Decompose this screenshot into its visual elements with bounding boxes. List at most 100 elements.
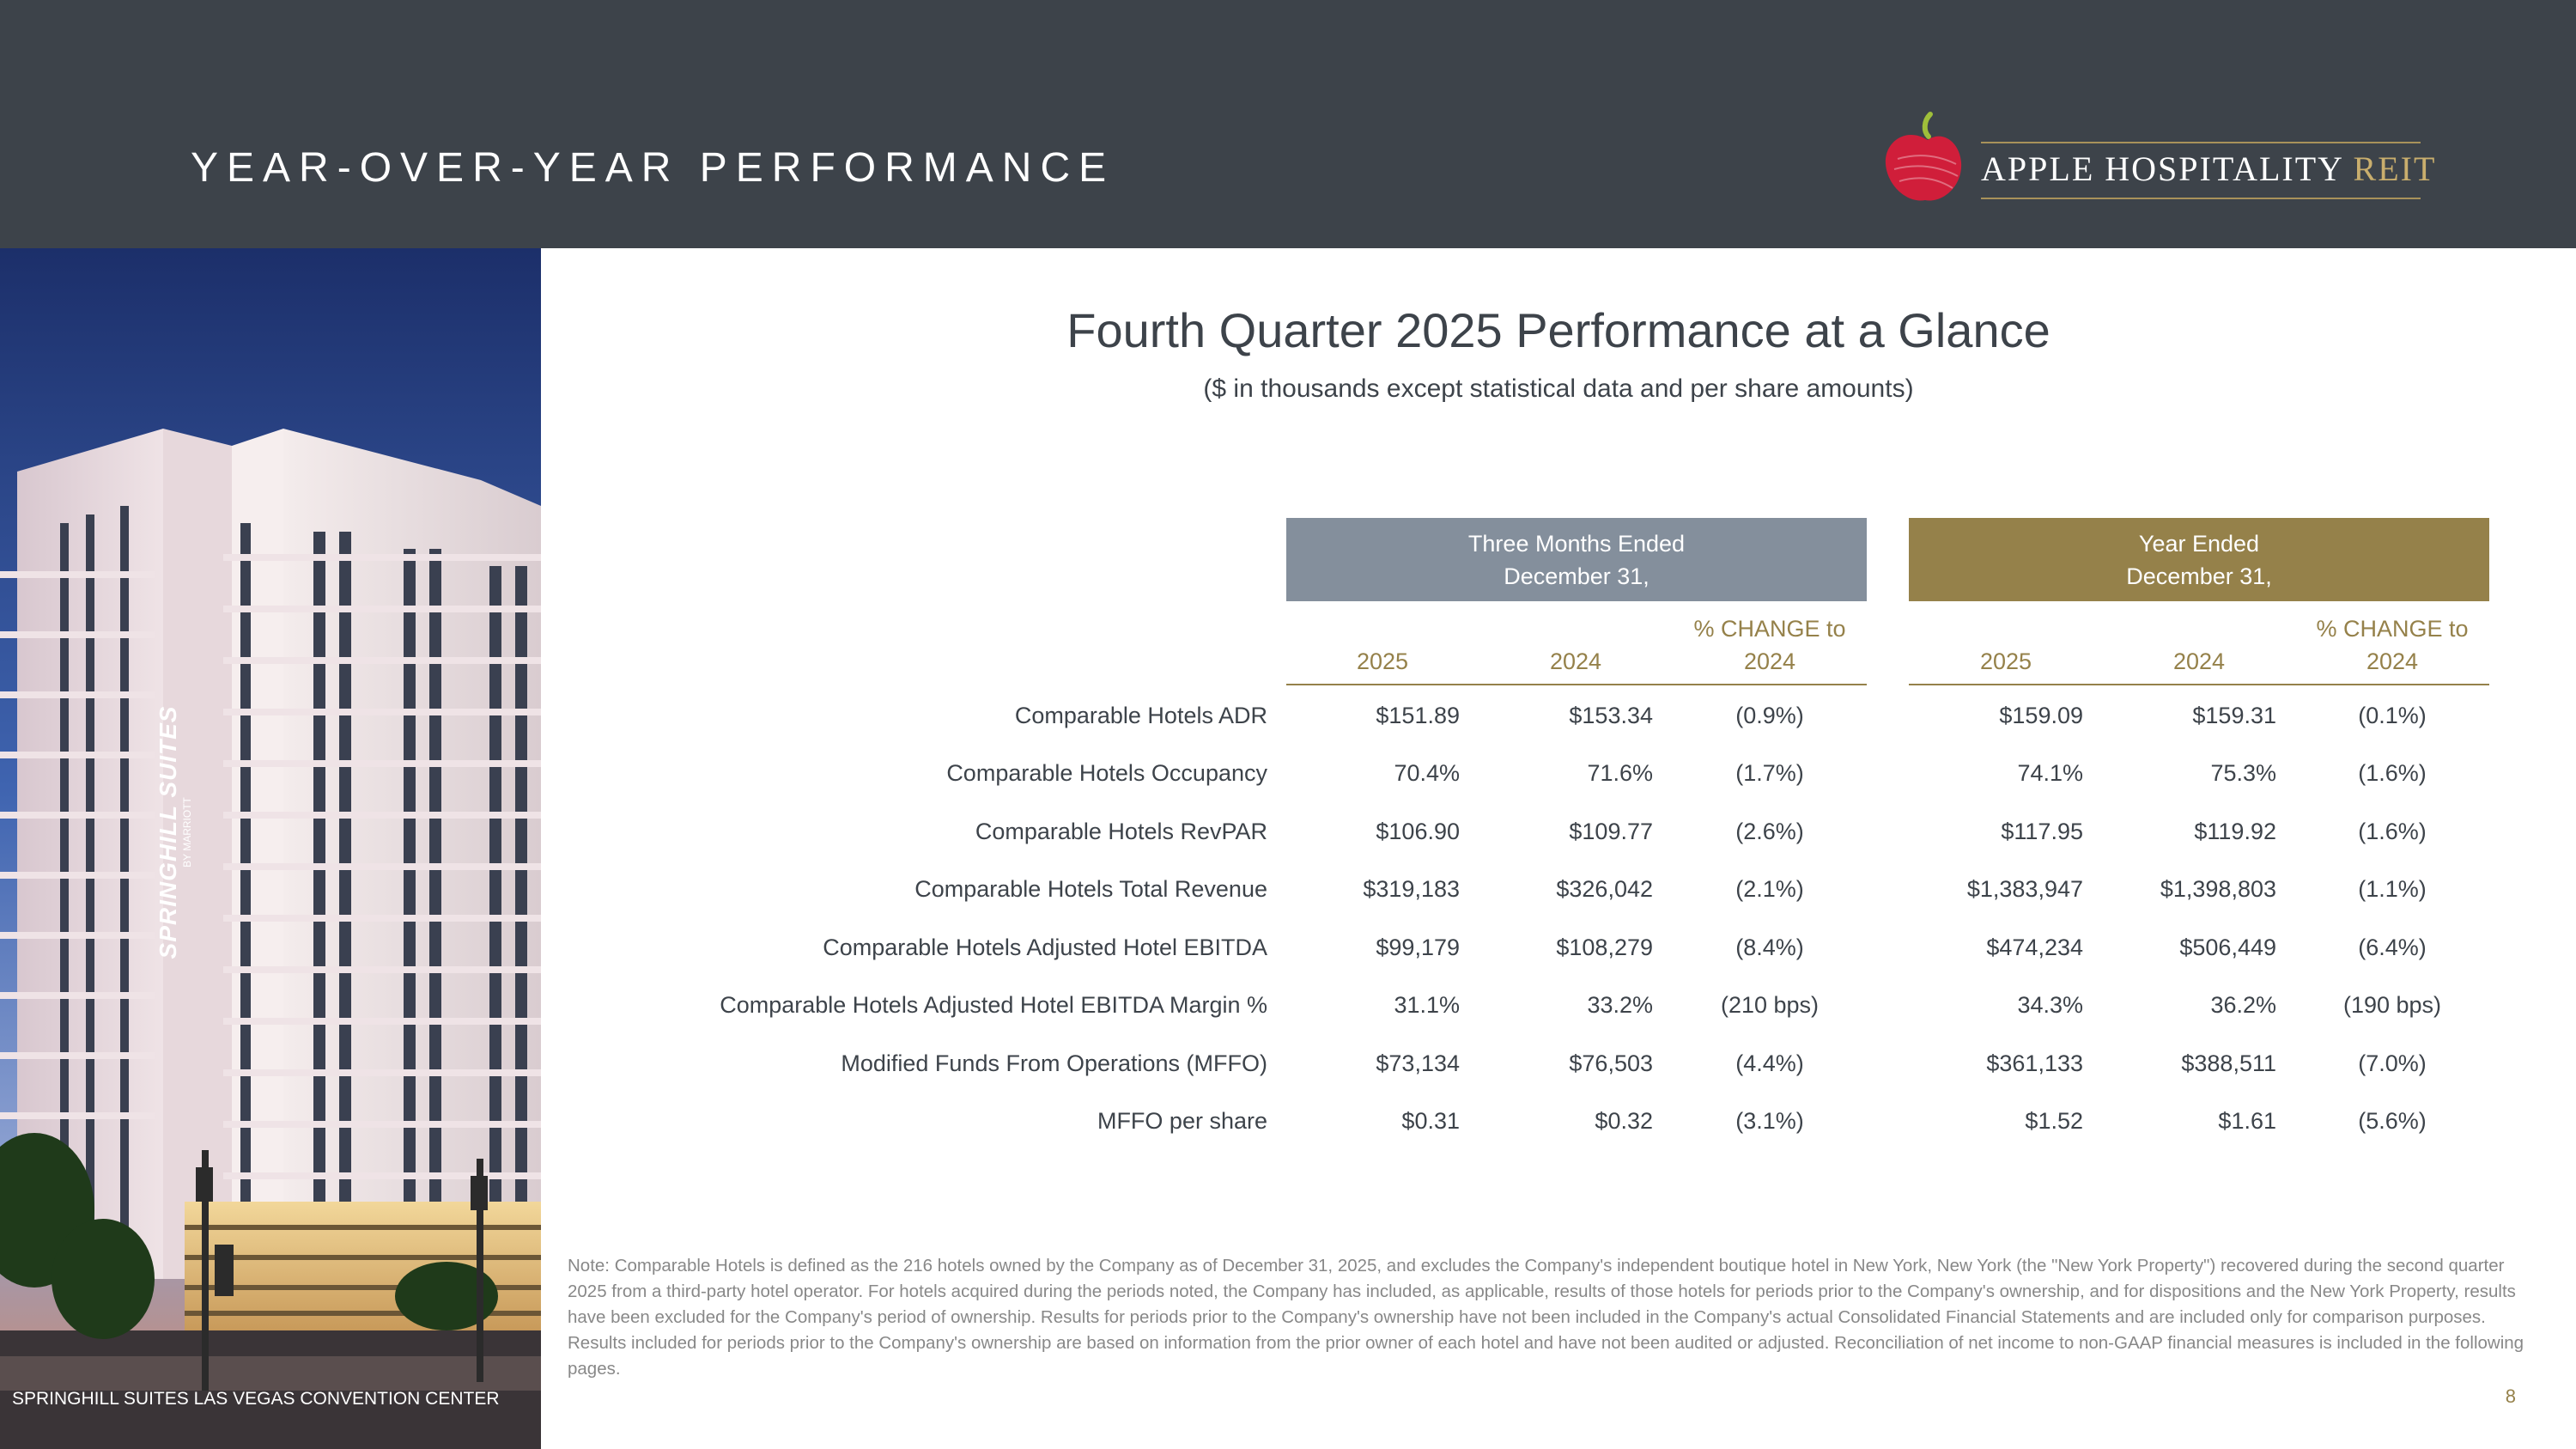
logo-rule-bottom <box>1981 198 2421 199</box>
logo-suffix: REIT <box>2353 149 2437 188</box>
group-header-year: Year Ended December 31, <box>1909 518 2489 601</box>
cell-q-change: (3.1%) <box>1735 1108 1804 1134</box>
header-rule <box>1286 684 1867 685</box>
hotel-sign-subtext: BY MARRIOTT <box>181 797 193 868</box>
cell-q-change: (210 bps) <box>1720 992 1820 1018</box>
cell-q-change: (2.6%) <box>1735 819 1804 844</box>
cell-y2024: $1,398,803 <box>2160 876 2276 902</box>
apple-logo-icon <box>1885 112 1962 201</box>
cell-q2024: $153.34 <box>1569 703 1653 728</box>
cell-y2024: $1.61 <box>2218 1108 2276 1134</box>
cell-y2024: 36.2% <box>2210 992 2276 1018</box>
cell-y2025: $117.95 <box>2001 819 2083 844</box>
row-label: Comparable Hotels RevPAR <box>975 819 1267 844</box>
cell-y2025: $1.52 <box>2025 1108 2083 1134</box>
company-logo: APPLE HOSPITALITY REIT <box>1880 107 2434 210</box>
column-header: 2025 <box>1301 612 1464 678</box>
cell-y2024: $119.92 <box>2194 819 2276 844</box>
cell-y-change: (1.6%) <box>2358 819 2427 844</box>
footnote: Note: Comparable Hotels is defined as th… <box>568 1256 2524 1379</box>
cell-y-change: (0.1%) <box>2358 703 2427 728</box>
column-header-line: % CHANGE to <box>1693 616 1846 642</box>
cell-y2024: $506,449 <box>2179 935 2276 960</box>
group-header-line: December 31, <box>1504 563 1649 589</box>
cell-y-change: (6.4%) <box>2358 935 2427 960</box>
cell-y2024: 75.3% <box>2210 760 2276 786</box>
cell-y2024: $388,511 <box>2181 1050 2276 1076</box>
column-header-line: 2025 <box>1356 648 1409 674</box>
cell-q2025: $319,183 <box>1363 876 1460 902</box>
cell-y2025: 34.3% <box>2017 992 2083 1018</box>
cell-q2024: $76,503 <box>1569 1050 1653 1076</box>
cell-q2025: $151.89 <box>1376 703 1460 728</box>
page-title: Fourth Quarter 2025 Performance at a Gla… <box>1066 303 2050 357</box>
cell-q2025: 70.4% <box>1394 760 1460 786</box>
hotel-photo: SPRINGHILL SUITES BY MARRIOTT SPRINGHILL… <box>0 248 541 1449</box>
group-header-line: Year Ended <box>2138 530 2260 557</box>
cell-q2024: 33.2% <box>1587 992 1653 1018</box>
cell-y-change: (1.6%) <box>2358 760 2427 786</box>
hotel-sign: SPRINGHILL SUITES BY MARRIOTT <box>153 706 196 959</box>
cell-q2025: $73,134 <box>1376 1050 1460 1076</box>
cell-q2024: 71.6% <box>1587 760 1653 786</box>
cell-q-change: (1.7%) <box>1735 760 1804 786</box>
cell-y-change: (190 bps) <box>2342 992 2442 1018</box>
cell-y2025: $1,383,947 <box>1966 876 2083 902</box>
column-header-line <box>1301 612 1464 645</box>
cell-y2024: $159.31 <box>2192 703 2276 728</box>
cell-q2025: $0.31 <box>1401 1108 1460 1134</box>
column-header: 2025 <box>1924 612 2087 678</box>
cell-y-change: (5.6%) <box>2358 1108 2427 1134</box>
column-header-line <box>1924 612 2087 645</box>
page-subtitle: ($ in thousands except statistical data … <box>1203 374 1914 403</box>
cell-q2025: $106.90 <box>1376 819 1460 844</box>
section-title: YEAR-OVER-YEAR PERFORMANCE <box>191 145 1115 191</box>
cell-q2024: $326,042 <box>1556 876 1653 902</box>
cell-q2024: $108,279 <box>1556 935 1653 960</box>
column-header: 2024 <box>1494 612 1657 678</box>
logo-rule-top <box>1981 142 2421 143</box>
group-header-line: Three Months Ended <box>1467 530 1686 557</box>
column-header-line: 2025 <box>1979 648 2032 674</box>
column-header-line: 2024 <box>1743 648 1796 674</box>
row-label: Comparable Hotels Adjusted Hotel EBITDA <box>823 935 1267 960</box>
cell-q-change: (8.4%) <box>1735 935 1804 960</box>
header-rule <box>1909 684 2489 685</box>
column-header-line <box>2117 612 2281 645</box>
page-number: 8 <box>2505 1385 2516 1407</box>
cell-q2024: $109.77 <box>1569 819 1653 844</box>
logo-wordmark: APPLE HOSPITALITY REIT <box>1981 149 2436 189</box>
cell-y2025: 74.1% <box>2017 760 2083 786</box>
cell-q2024: $0.32 <box>1595 1108 1653 1134</box>
hotel-illustration <box>0 248 541 1449</box>
cell-q-change: (0.9%) <box>1735 703 1804 728</box>
cell-q-change: (2.1%) <box>1735 876 1804 902</box>
row-label: Comparable Hotels ADR <box>1014 703 1267 728</box>
column-header: % CHANGE to 2024 <box>2311 612 2474 678</box>
column-header-line: 2024 <box>1549 648 1602 674</box>
cell-q2025: 31.1% <box>1394 992 1460 1018</box>
column-header-line <box>1494 612 1657 645</box>
row-label: Comparable Hotels Adjusted Hotel EBITDA … <box>720 992 1267 1018</box>
cell-y2025: $159.09 <box>1999 703 2083 728</box>
column-header-line: 2024 <box>2366 648 2419 674</box>
column-header-line: % CHANGE to <box>2316 616 2469 642</box>
row-label: Comparable Hotels Occupancy <box>946 760 1267 786</box>
column-header-line: 2024 <box>2172 648 2226 674</box>
row-label: Comparable Hotels Total Revenue <box>914 876 1267 902</box>
row-label: Modified Funds From Operations (MFFO) <box>841 1050 1267 1076</box>
cell-q-change: (4.4%) <box>1735 1050 1804 1076</box>
cell-q2025: $99,179 <box>1376 935 1460 960</box>
cell-y2025: $474,234 <box>1986 935 2083 960</box>
header-bar: YEAR-OVER-YEAR PERFORMANCE APPLE HOSPITA… <box>0 0 2576 248</box>
cell-y-change: (7.0%) <box>2358 1050 2427 1076</box>
row-label: MFFO per share <box>1097 1108 1267 1134</box>
group-header-line: December 31, <box>2126 563 2272 589</box>
column-header: 2024 <box>2117 612 2281 678</box>
cell-y2025: $361,133 <box>1986 1050 2083 1076</box>
column-header: % CHANGE to 2024 <box>1688 612 1851 678</box>
cell-y-change: (1.1%) <box>2358 876 2427 902</box>
photo-caption: SPRINGHILL SUITES LAS VEGAS CONVENTION C… <box>12 1389 500 1409</box>
logo-name: APPLE HOSPITALITY <box>1981 149 2343 188</box>
hotel-sign-text: SPRINGHILL SUITES <box>155 705 181 959</box>
